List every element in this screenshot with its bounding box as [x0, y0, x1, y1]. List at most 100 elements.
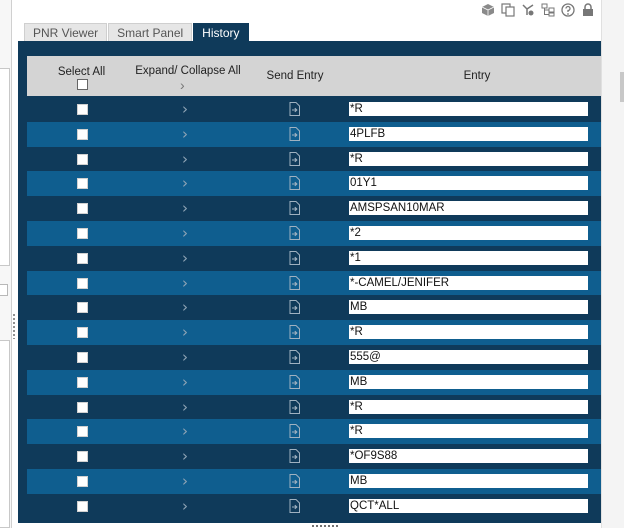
expand-chevron-icon[interactable]: ›	[182, 347, 188, 366]
entry-field[interactable]: MB	[349, 300, 588, 315]
left-pane-control[interactable]	[0, 284, 8, 296]
expand-chevron-icon[interactable]: ›	[182, 447, 188, 466]
send-entry-icon[interactable]	[289, 102, 300, 116]
expand-chevron-icon[interactable]: ›	[182, 223, 188, 242]
send-entry-icon[interactable]	[289, 225, 300, 240]
row-checkbox[interactable]	[77, 327, 88, 339]
expand-all-chevron-icon[interactable]: ›	[180, 77, 185, 93]
row-checkbox[interactable]	[77, 104, 88, 115]
expand-chevron-icon[interactable]: ›	[182, 397, 188, 416]
send-entry-icon[interactable]	[289, 325, 300, 340]
row-checkbox[interactable]	[77, 500, 88, 512]
send-entry-icon[interactable]	[289, 424, 300, 439]
entry-field[interactable]: *R	[349, 151, 588, 166]
expand-chevron-icon[interactable]: ›	[182, 496, 188, 515]
row-checkbox[interactable]	[77, 302, 88, 314]
left-pane-section	[0, 68, 10, 266]
expand-chevron-icon[interactable]: ›	[182, 422, 188, 441]
row-checkbox[interactable]	[77, 252, 88, 264]
scroll-track[interactable]	[602, 67, 624, 527]
entry-field[interactable]: MB	[349, 473, 588, 488]
header-send-entry: Send Entry	[240, 56, 350, 96]
table-row: › MB	[27, 369, 604, 395]
send-entry-icon[interactable]	[289, 275, 300, 290]
send-entry-icon[interactable]	[289, 349, 300, 364]
send-entry-icon[interactable]	[289, 300, 300, 315]
table-row: › *1	[27, 245, 604, 271]
send-entry-icon[interactable]	[289, 374, 300, 389]
horizontal-resize-grip[interactable]	[311, 524, 339, 528]
expand-chevron-icon[interactable]: ›	[182, 298, 188, 317]
tab-bar: PNR Viewer Smart Panel History	[24, 23, 250, 42]
scroll-thumb[interactable]	[620, 72, 624, 102]
vertical-resize-grip[interactable]	[12, 313, 16, 339]
entry-field[interactable]: 555@	[349, 349, 588, 364]
help-icon[interactable]	[560, 2, 576, 18]
entry-field[interactable]: *-CAMEL/JENIFER	[349, 275, 588, 290]
row-checkbox[interactable]	[77, 178, 88, 190]
lock-icon[interactable]	[580, 2, 596, 18]
row-checkbox[interactable]	[77, 277, 88, 289]
expand-chevron-icon[interactable]: ›	[182, 471, 188, 490]
table-row: › *OF9S88	[27, 444, 604, 469]
copy-icon[interactable]	[500, 2, 516, 18]
right-scrollbar[interactable]	[601, 0, 624, 528]
row-checkbox[interactable]	[77, 426, 88, 438]
tab-smart-panel[interactable]: Smart Panel	[108, 23, 193, 42]
entry-field[interactable]: *R	[349, 325, 588, 340]
expand-chevron-icon[interactable]: ›	[182, 273, 188, 292]
row-checkbox[interactable]	[77, 351, 88, 363]
entry-field[interactable]: *R	[349, 102, 588, 116]
send-entry-icon[interactable]	[289, 176, 300, 191]
send-entry-icon[interactable]	[289, 201, 300, 216]
history-rows: › *R › 4PLFB › *R › 01Y1 › AMSPSAN10MAR › *2 › *1 › *-C…	[27, 97, 604, 519]
table-row: › 01Y1	[27, 171, 604, 197]
send-entry-icon[interactable]	[289, 126, 300, 141]
row-checkbox[interactable]	[77, 153, 88, 165]
row-checkbox[interactable]	[77, 227, 88, 239]
select-all-label: Select All	[57, 66, 106, 78]
entry-field[interactable]: *R	[349, 424, 588, 439]
table-row: › *-CAMEL/JENIFER	[27, 270, 604, 296]
row-checkbox[interactable]	[77, 203, 88, 215]
row-checkbox[interactable]	[77, 376, 88, 388]
send-entry-icon[interactable]	[289, 449, 300, 464]
entry-field[interactable]: 01Y1	[349, 176, 588, 191]
expand-chevron-icon[interactable]: ›	[182, 124, 188, 143]
row-checkbox[interactable]	[77, 128, 88, 140]
expand-chevron-icon[interactable]: ›	[182, 199, 188, 218]
select-all-checkbox[interactable]	[77, 79, 88, 90]
tab-pnr-viewer[interactable]: PNR Viewer	[24, 23, 108, 42]
hierarchy-icon[interactable]	[540, 2, 556, 18]
header-select-all: Select All	[27, 56, 136, 96]
table-row: › QCT*ALL	[27, 493, 604, 519]
expand-chevron-icon[interactable]: ›	[182, 323, 188, 342]
entry-field[interactable]: QCT*ALL	[349, 498, 588, 513]
tab-history[interactable]: History	[193, 23, 249, 42]
entry-field[interactable]: *2	[349, 225, 588, 240]
expand-chevron-icon[interactable]: ›	[182, 372, 188, 391]
expand-chevron-icon[interactable]: ›	[182, 248, 188, 267]
entry-field[interactable]: *1	[349, 250, 588, 265]
row-checkbox[interactable]	[77, 401, 88, 413]
send-entry-icon[interactable]	[289, 151, 300, 166]
entry-field[interactable]: *OF9S88	[349, 449, 588, 464]
package-icon[interactable]	[480, 2, 496, 18]
send-entry-icon[interactable]	[289, 250, 300, 265]
expand-chevron-icon[interactable]: ›	[182, 149, 188, 168]
branch-icon[interactable]	[520, 2, 536, 18]
entry-field[interactable]: MB	[349, 374, 588, 389]
row-checkbox[interactable]	[77, 475, 88, 487]
table-header: Select All Expand/ Collapse All › Send E…	[27, 56, 604, 96]
send-entry-icon[interactable]	[289, 473, 300, 488]
entry-field[interactable]: AMSPSAN10MAR	[349, 201, 588, 216]
table-row: › *R	[27, 320, 604, 345]
send-entry-icon[interactable]	[289, 399, 300, 414]
send-entry-icon[interactable]	[289, 498, 300, 513]
entry-field[interactable]: *R	[349, 399, 588, 414]
entry-field[interactable]: 4PLFB	[349, 126, 588, 141]
expand-chevron-icon[interactable]: ›	[182, 100, 188, 118]
table-row: › *R	[27, 394, 604, 420]
row-checkbox[interactable]	[77, 451, 88, 463]
expand-chevron-icon[interactable]: ›	[182, 174, 188, 193]
